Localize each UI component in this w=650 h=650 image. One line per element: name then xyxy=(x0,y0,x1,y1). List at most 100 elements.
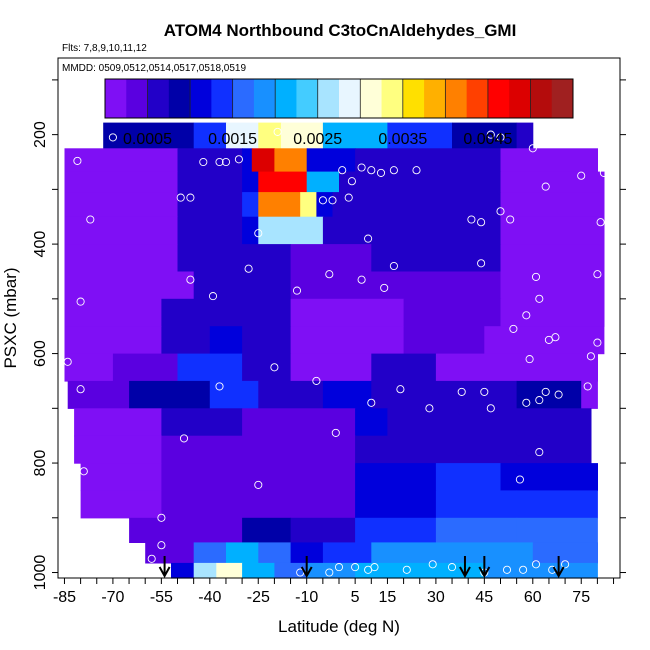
colorbar-swatch xyxy=(232,79,255,118)
heatmap-cell xyxy=(177,148,243,173)
colorbar-tick-label: 0.0045 xyxy=(463,131,512,148)
heatmap-cell xyxy=(112,353,179,382)
flight-arrows xyxy=(158,556,565,579)
heatmap-cell xyxy=(435,517,518,543)
heatmap-cell xyxy=(67,380,130,409)
colorbar-tick-label: 0.0015 xyxy=(208,131,257,148)
chart-title: ATOM4 Northbound C3toCnAldehydes_GMI xyxy=(164,21,517,40)
heatmap-cell xyxy=(64,244,179,273)
heatmap-cell xyxy=(177,192,243,218)
heatmap-cell xyxy=(64,298,162,327)
observation-marker xyxy=(351,563,360,572)
observation-marker xyxy=(396,385,405,394)
observation-marker xyxy=(596,218,605,227)
heatmap-cell xyxy=(306,562,356,579)
heatmap-cell xyxy=(355,408,388,437)
observation-marker xyxy=(389,166,398,175)
observation-marker xyxy=(486,130,495,139)
observation-marker xyxy=(367,398,376,407)
heatmap-cell xyxy=(64,192,179,218)
heatmap-cell xyxy=(371,244,502,273)
observation-marker xyxy=(496,207,505,216)
heatmap-cell xyxy=(452,122,518,149)
heatmap-cell xyxy=(193,562,217,579)
observation-marker xyxy=(380,283,389,292)
colorbar-swatch xyxy=(402,79,425,118)
observation-marker xyxy=(477,218,486,227)
heatmap-cell xyxy=(435,463,502,492)
heatmap-cell xyxy=(532,542,598,564)
heatmap-cell xyxy=(226,122,259,149)
heatmap-cell xyxy=(516,490,598,519)
observation-marker xyxy=(364,234,373,243)
heatmap-cell xyxy=(80,490,162,519)
observation-markers xyxy=(60,127,621,577)
heatmap-cell xyxy=(355,463,437,492)
observation-marker xyxy=(606,335,615,344)
heatmap-cell xyxy=(177,216,243,245)
heatmap-cell xyxy=(242,562,275,579)
observation-marker xyxy=(325,270,334,279)
observation-marker xyxy=(357,163,366,172)
observation-marker xyxy=(370,563,379,572)
heatmap-cell xyxy=(322,216,502,245)
subtitle-dates: MMDD: 0509,0512,0514,0517,0518,0519 xyxy=(62,63,246,74)
heatmap-cell xyxy=(322,122,389,149)
heatmap-cell xyxy=(274,148,308,173)
flight-arrow xyxy=(459,556,471,579)
heatmap-cell xyxy=(435,490,518,519)
heatmap-cell xyxy=(516,517,598,543)
heatmap-cell xyxy=(484,562,598,579)
heatmap-cell xyxy=(500,148,598,173)
heatmap-cell xyxy=(387,122,453,149)
colorbar-swatch xyxy=(253,79,276,118)
heatmap-cell xyxy=(177,244,292,273)
heatmap-cell xyxy=(355,562,485,579)
colorbar-frame xyxy=(104,78,574,119)
heatmap-cell xyxy=(129,517,243,543)
x-tick-label: 5 xyxy=(351,589,360,606)
subtitle-flights: Flts: 7,8,9,10,11,12 xyxy=(62,43,147,54)
heatmap-cell xyxy=(103,122,195,149)
observation-marker xyxy=(147,554,156,563)
heatmap-cell xyxy=(161,463,356,492)
observation-marker xyxy=(515,475,524,484)
heatmap-cell xyxy=(242,148,253,173)
observation-marker xyxy=(86,215,95,224)
heatmap-cell xyxy=(242,517,292,543)
heatmap-cell xyxy=(64,326,162,355)
colorbar-swatch xyxy=(466,79,489,118)
observation-marker xyxy=(325,568,334,577)
heatmap-cell xyxy=(242,192,259,218)
x-axis-label: Latitude (deg N) xyxy=(278,617,400,636)
colorbar-tick-label: 0.0025 xyxy=(293,131,342,148)
heatmap-cell xyxy=(371,380,405,409)
x-axis: -85 -70 -55 -40 -25 -10 5 15 30 45 60 75 xyxy=(53,578,615,606)
colorbar-swatch xyxy=(360,79,382,118)
heatmap-cell xyxy=(500,216,605,245)
x-tick-label: -85 xyxy=(53,589,76,606)
observation-marker xyxy=(428,560,437,569)
observation-marker xyxy=(357,275,366,284)
heatmap-cell xyxy=(226,542,259,564)
observation-marker xyxy=(506,215,515,224)
observation-marker xyxy=(244,264,253,273)
observation-marker xyxy=(270,363,279,372)
heatmap-cell xyxy=(355,435,469,464)
heatmap-cell xyxy=(161,326,211,355)
observation-marker xyxy=(535,448,544,457)
observation-marker xyxy=(215,382,224,391)
observation-marker xyxy=(480,387,489,396)
heatmap-cell xyxy=(129,380,211,409)
heatmap-cell xyxy=(64,148,179,173)
observation-marker xyxy=(176,193,185,202)
colorbar: 0.0005 0.0015 0.0025 0.0035 0.0045 xyxy=(104,78,574,148)
heatmap-cell xyxy=(161,435,356,464)
heatmap-cell xyxy=(484,326,605,355)
heatmap-cell xyxy=(500,463,598,492)
observation-marker xyxy=(583,382,592,391)
heatmap-cell xyxy=(500,298,605,327)
heatmap-cell xyxy=(500,271,605,300)
x-tick-label: 60 xyxy=(524,589,542,606)
heatmap-cell xyxy=(193,542,227,564)
